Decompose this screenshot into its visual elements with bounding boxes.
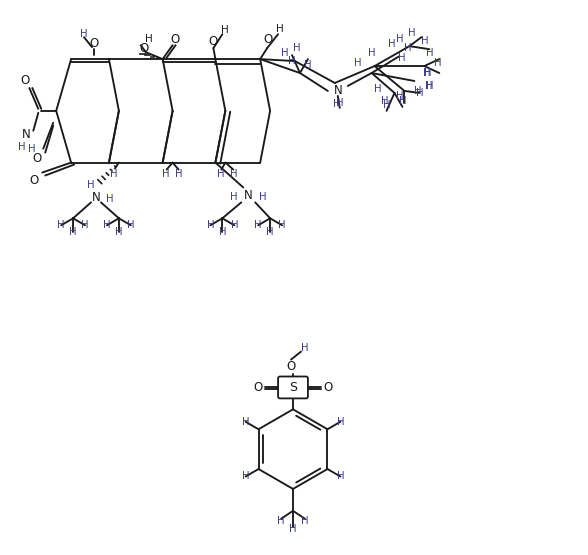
Text: H: H	[278, 516, 285, 526]
Text: O: O	[263, 33, 273, 46]
Text: H: H	[423, 68, 431, 78]
Text: H: H	[266, 227, 274, 237]
Text: H: H	[381, 96, 388, 106]
Text: H: H	[110, 169, 118, 179]
Text: H: H	[374, 84, 382, 94]
Text: H: H	[333, 99, 340, 109]
Text: O: O	[170, 33, 179, 46]
Text: H: H	[219, 227, 226, 237]
Text: H: H	[301, 516, 309, 526]
Text: H: H	[396, 91, 403, 101]
Text: H: H	[69, 227, 77, 237]
Text: H: H	[396, 34, 403, 44]
Text: H: H	[58, 220, 65, 230]
Text: N: N	[244, 189, 253, 202]
Text: H: H	[336, 98, 343, 108]
Text: O: O	[21, 74, 30, 88]
Text: O: O	[33, 152, 42, 165]
Text: O: O	[286, 360, 296, 373]
Text: N: N	[22, 128, 31, 141]
Text: H: H	[242, 417, 249, 427]
Text: H: H	[127, 220, 135, 230]
Text: H: H	[230, 220, 238, 230]
Text: O: O	[323, 381, 332, 394]
Text: H: H	[399, 96, 406, 106]
Text: H: H	[289, 524, 297, 534]
Text: H: H	[425, 81, 432, 91]
Text: H: H	[255, 220, 262, 230]
Text: H: H	[216, 169, 224, 179]
Text: H: H	[337, 472, 344, 482]
Text: H: H	[229, 169, 237, 179]
Text: H: H	[304, 60, 312, 70]
Text: H: H	[426, 81, 433, 91]
Text: O: O	[89, 37, 99, 50]
Text: H: H	[229, 193, 237, 203]
Text: H: H	[115, 227, 123, 237]
Text: H: H	[87, 180, 95, 190]
Text: H: H	[242, 472, 249, 482]
Text: H: H	[222, 25, 229, 36]
Text: H: H	[354, 58, 362, 68]
Text: H: H	[206, 220, 214, 230]
Text: S: S	[289, 381, 297, 394]
Text: H: H	[337, 417, 344, 427]
Text: O: O	[29, 174, 39, 187]
Text: H: H	[162, 169, 169, 179]
Text: H: H	[433, 58, 441, 68]
Text: H: H	[387, 39, 395, 49]
Text: O: O	[139, 42, 148, 54]
Text: H: H	[301, 342, 309, 352]
Text: H: H	[81, 220, 89, 230]
Text: H: H	[81, 29, 88, 39]
Text: H: H	[383, 100, 390, 110]
Text: H: H	[413, 86, 421, 96]
Text: H: H	[106, 194, 113, 204]
Text: H: H	[397, 53, 405, 63]
Text: H: H	[404, 43, 411, 53]
Text: H: H	[407, 28, 415, 38]
Text: H: H	[423, 68, 430, 78]
Text: H: H	[145, 34, 153, 44]
Text: N: N	[333, 84, 342, 98]
Text: H: H	[293, 43, 300, 53]
Text: H: H	[175, 169, 182, 179]
Text: O: O	[253, 381, 263, 394]
Text: H: H	[426, 48, 433, 58]
Text: H: H	[18, 142, 25, 152]
Text: H: H	[276, 24, 284, 34]
Text: H: H	[278, 220, 286, 230]
Text: H: H	[259, 193, 267, 203]
Text: H: H	[416, 88, 423, 98]
FancyBboxPatch shape	[278, 376, 308, 398]
Text: H: H	[420, 36, 428, 46]
Text: H: H	[288, 56, 296, 66]
Text: N: N	[92, 191, 101, 204]
Text: H: H	[103, 220, 111, 230]
Text: H: H	[28, 144, 35, 154]
Text: O: O	[209, 35, 218, 48]
Text: H: H	[281, 48, 289, 58]
Text: H: H	[368, 48, 375, 58]
